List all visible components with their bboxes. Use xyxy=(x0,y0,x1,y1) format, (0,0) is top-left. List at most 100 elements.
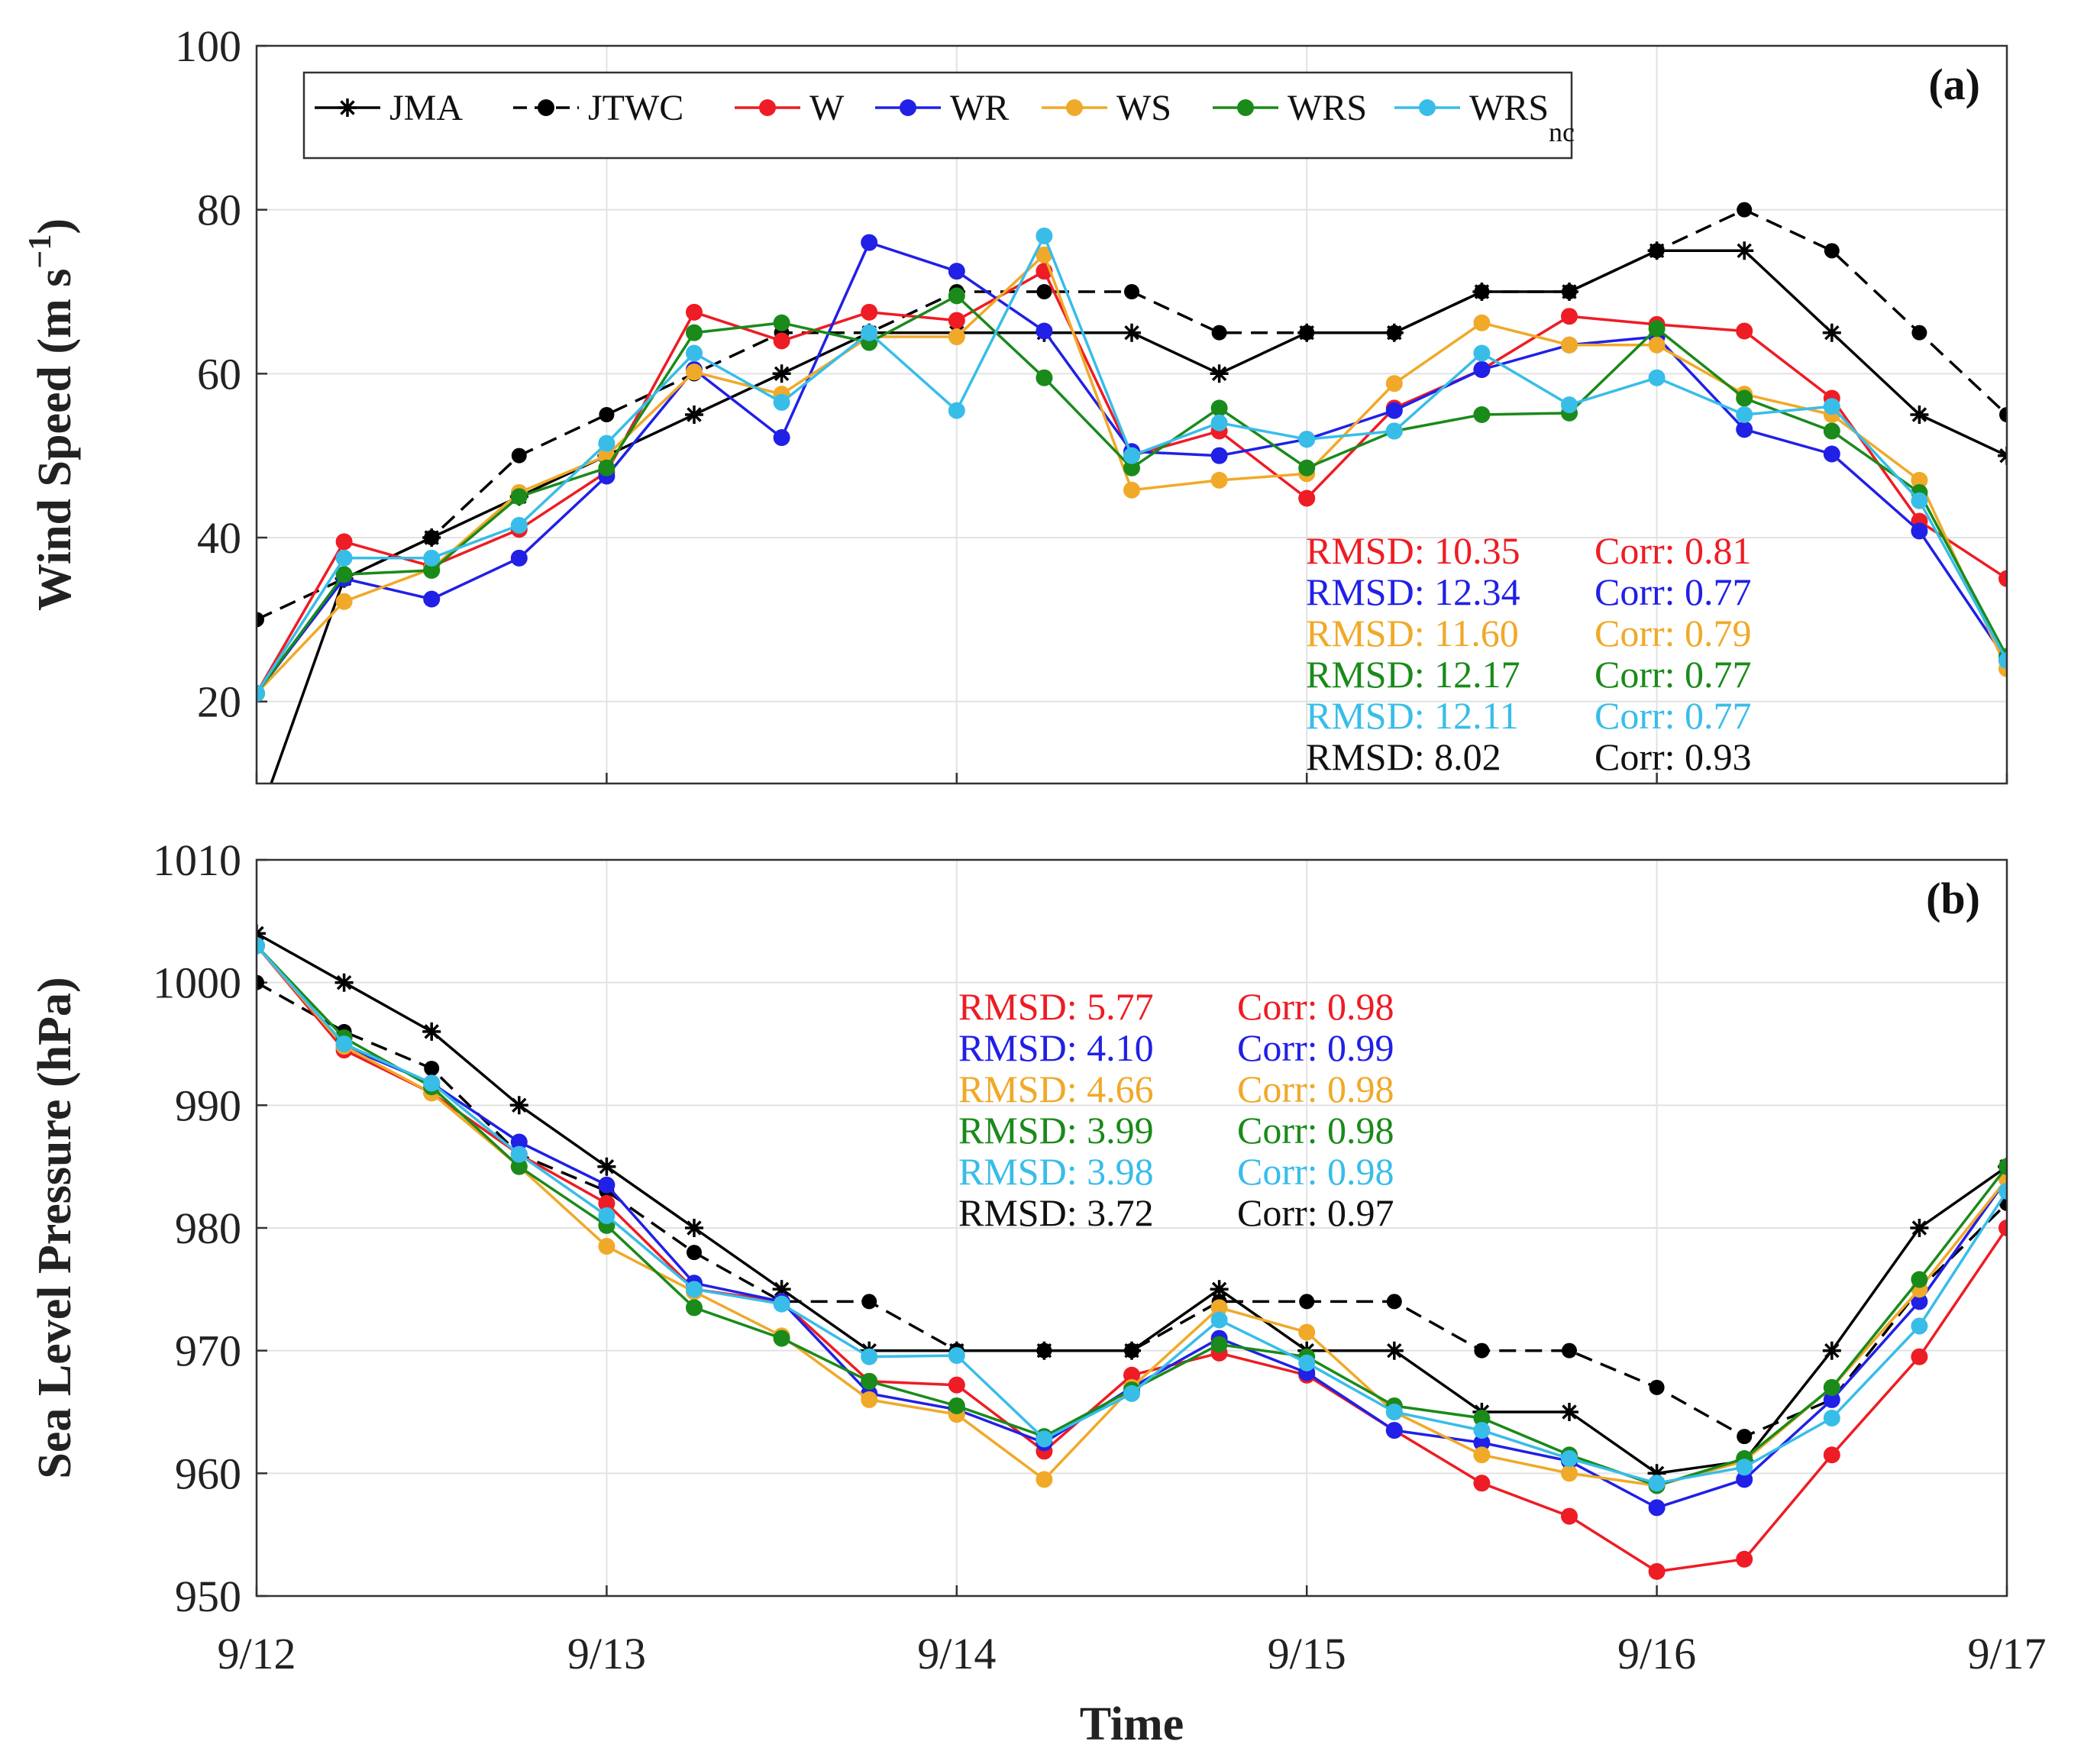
series-jtwc-point xyxy=(861,1294,877,1310)
series-wrs-nc-point xyxy=(1298,431,1316,448)
series-jma-point xyxy=(1123,323,1141,342)
series-jtwc-point xyxy=(1562,1342,1577,1359)
series-ws-point xyxy=(335,593,353,610)
stat-rmsd: RMSD: 12.34 xyxy=(1306,570,1520,613)
x-tick-label: 9/15 xyxy=(1268,1629,1346,1678)
stat-rmsd: RMSD: 12.11 xyxy=(1306,694,1519,737)
legend-entry-wr: WR xyxy=(875,88,1009,128)
series-wrs-nc-point xyxy=(1998,1182,2007,1200)
series-wrs-nc-point xyxy=(948,1347,965,1365)
series-wr-point xyxy=(1736,1471,1753,1488)
y-tick-label: 60 xyxy=(197,349,241,399)
series-wrs-nc-point xyxy=(1210,414,1228,431)
stat-corr: Corr: 0.93 xyxy=(1595,735,1752,778)
series-ws-point xyxy=(1036,1471,1053,1488)
stat-corr: Corr: 0.81 xyxy=(1595,529,1752,572)
series-w-point xyxy=(1473,1475,1491,1492)
series-jtwc-point xyxy=(1737,202,1753,218)
series-w-point xyxy=(1123,1366,1140,1384)
series-wrs-point xyxy=(423,561,441,579)
series-wrs-point xyxy=(598,459,616,477)
series-jtwc-point xyxy=(1386,325,1402,341)
series-wrs-point xyxy=(1648,320,1666,338)
series-wrs-nc-point xyxy=(1036,228,1053,245)
series-ws-point xyxy=(1385,375,1403,393)
series-wrs-nc-point xyxy=(598,1207,616,1224)
series-jtwc-point xyxy=(1474,284,1490,299)
series-wrs-nc-point xyxy=(423,549,441,567)
series-jtwc-point xyxy=(1474,1342,1490,1359)
series-wr-point xyxy=(423,590,441,608)
legend-label-subscript: nc xyxy=(1549,117,1575,147)
series-wrs-point xyxy=(1473,406,1491,423)
y-axis-title-text: Wind Speed (m s xyxy=(29,269,81,611)
series-w-point xyxy=(773,332,790,350)
series-wrs-nc-point xyxy=(861,1348,878,1365)
series-wrs-point xyxy=(948,287,965,305)
series-jma-point xyxy=(1560,1403,1578,1421)
series-w-point xyxy=(1823,1446,1840,1464)
series-wrs-nc-point xyxy=(1823,1410,1840,1427)
series-wr-point xyxy=(510,549,528,567)
series-jma-point xyxy=(1210,364,1229,383)
series-wr-point xyxy=(1036,322,1053,340)
legend-entry-jtwc: JTWC xyxy=(513,88,683,128)
series-jma-point xyxy=(772,364,791,383)
series-wrs-nc-point xyxy=(423,1074,441,1092)
x-tick-label: 9/13 xyxy=(567,1629,646,1678)
x-tick-label: 9/17 xyxy=(1967,1629,2046,1678)
series-wrs-nc-point xyxy=(1911,492,1928,509)
legend-marker xyxy=(538,99,554,116)
legend-label: JMA xyxy=(389,88,463,128)
y-tick-label: 950 xyxy=(175,1572,241,1621)
axes-frame xyxy=(255,858,2008,1598)
series-ws-point xyxy=(861,1391,878,1408)
stat-rmsd: RMSD: 3.72 xyxy=(958,1191,1154,1234)
series-wrs-nc-point xyxy=(1561,396,1578,414)
legend-label: WR xyxy=(950,88,1009,128)
series-jtwc-point xyxy=(511,447,527,464)
y-tick-label: 100 xyxy=(175,21,241,71)
series-wr-point xyxy=(1385,402,1403,419)
series-wrs-nc-point xyxy=(773,393,790,411)
series-wr-point xyxy=(1648,1499,1666,1517)
stat-rmsd: RMSD: 5.77 xyxy=(958,985,1154,1028)
stat-rmsd: RMSD: 3.99 xyxy=(958,1109,1154,1152)
legend-box xyxy=(302,71,1573,160)
y-tick-label: 960 xyxy=(175,1449,241,1498)
series-w-point xyxy=(1298,489,1316,507)
series-jma-point xyxy=(334,973,354,992)
series-jtwc-point xyxy=(424,1061,440,1077)
y-axis-title: Sea Level Pressure (hPa) xyxy=(29,977,81,1478)
x-tick-label: 9/14 xyxy=(917,1629,996,1678)
series-jma-point xyxy=(1822,323,1841,342)
series-wrs-point xyxy=(1298,459,1316,477)
series-wrs-nc-point xyxy=(1736,406,1753,423)
legend-label-text: W xyxy=(809,88,845,128)
series-jma-point xyxy=(247,816,266,834)
series-jma-point xyxy=(1910,1219,1929,1237)
series-ws-point xyxy=(1648,336,1666,354)
series-jtwc-point xyxy=(257,612,264,628)
series-wrs-point xyxy=(1823,1378,1840,1396)
series-wrs-nc-point xyxy=(510,1145,528,1163)
series-wr-point xyxy=(948,263,965,280)
series-wr-point xyxy=(510,1133,528,1151)
series-w-point xyxy=(1998,570,2007,587)
y-tick-label: 990 xyxy=(175,1081,241,1130)
series-w-point xyxy=(1736,322,1753,340)
stat-rmsd: RMSD: 10.35 xyxy=(1306,529,1520,572)
legend-label: JTWC xyxy=(588,88,683,128)
stat-corr: Corr: 0.98 xyxy=(1237,1068,1394,1110)
series-wrs-point xyxy=(1473,1410,1491,1427)
series-jma-point xyxy=(1210,1280,1229,1299)
series-jma-point xyxy=(685,405,703,424)
panel-a: 20 40 60 80 100 (a) Wind Speed (m s−1) RMSD: 10… xyxy=(23,21,2008,834)
series-jma-point xyxy=(685,1219,703,1237)
stat-corr: Corr: 0.97 xyxy=(1237,1191,1394,1234)
legend-label: WS xyxy=(1116,88,1171,128)
series-jma-point xyxy=(422,1022,441,1041)
series-wrs-nc-point xyxy=(1648,369,1666,386)
series-ws-point xyxy=(1911,471,1928,489)
series-w-point xyxy=(1911,1348,1928,1365)
